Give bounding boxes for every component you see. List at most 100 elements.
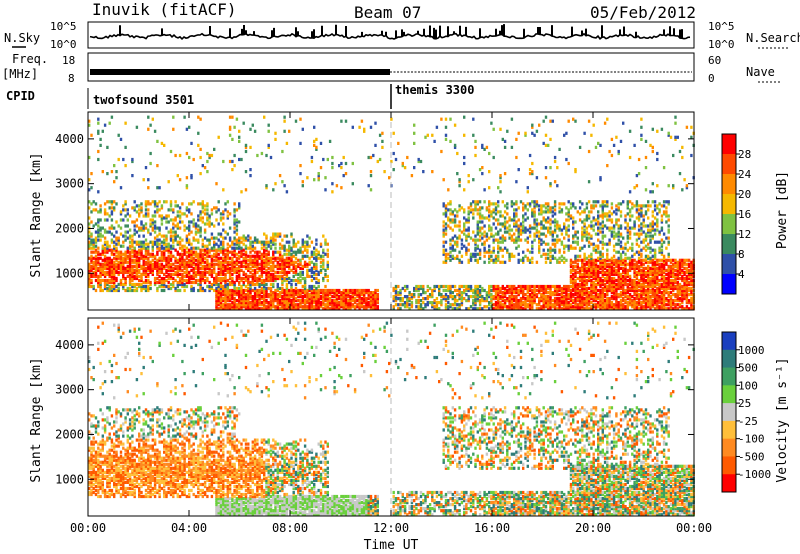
heatmap-cell bbox=[276, 270, 279, 274]
heatmap-cell bbox=[147, 250, 150, 254]
heatmap-cell bbox=[406, 299, 409, 303]
heatmap-cell bbox=[160, 206, 164, 210]
heatmap-cell bbox=[210, 260, 214, 264]
heatmap-cell bbox=[603, 200, 607, 204]
heatmap-cell bbox=[219, 301, 223, 305]
heatmap-cell bbox=[306, 293, 309, 297]
heatmap-cell bbox=[88, 246, 91, 250]
heatmap-cell bbox=[576, 293, 579, 297]
heatmap-cell bbox=[138, 274, 141, 278]
heatmap-cell bbox=[226, 260, 229, 264]
heatmap-cell bbox=[106, 288, 109, 293]
heatmap-cell bbox=[492, 240, 495, 244]
heatmap-cell bbox=[433, 286, 436, 291]
heatmap-cell bbox=[549, 258, 552, 262]
heatmap-cell bbox=[569, 274, 573, 278]
heatmap-cell bbox=[251, 295, 254, 299]
heatmap-cell bbox=[124, 278, 127, 283]
heatmap-cell bbox=[153, 278, 157, 283]
heatmap-cell bbox=[126, 224, 129, 228]
heatmap-cell bbox=[506, 291, 509, 295]
heatmap-cell bbox=[126, 250, 129, 254]
heatmap-cell bbox=[128, 286, 132, 291]
heatmap-cell bbox=[478, 291, 482, 295]
heatmap-cell bbox=[263, 264, 266, 268]
heatmap-cell bbox=[326, 274, 329, 278]
heatmap-cell bbox=[224, 284, 227, 289]
heatmap-cell bbox=[197, 258, 200, 262]
heatmap-cell bbox=[290, 293, 293, 297]
heatmap-cell bbox=[126, 254, 129, 258]
heatmap-cell bbox=[603, 282, 607, 287]
heatmap-cell bbox=[185, 260, 189, 264]
heatmap-cell bbox=[333, 295, 336, 299]
heatmap-cell bbox=[513, 295, 516, 299]
heatmap-cell bbox=[226, 303, 229, 307]
heatmap-cell bbox=[135, 286, 139, 291]
heatmap-cell bbox=[322, 260, 325, 264]
heatmap-cell bbox=[540, 295, 543, 299]
heatmap-cell bbox=[583, 232, 586, 236]
heatmap-cell bbox=[344, 293, 348, 297]
heatmap-cell bbox=[472, 299, 475, 303]
heatmap-cell bbox=[526, 303, 529, 307]
heatmap-cell bbox=[578, 246, 582, 250]
heatmap-cell bbox=[506, 307, 509, 311]
heatmap-cell bbox=[197, 224, 200, 228]
heatmap-cell bbox=[499, 210, 502, 214]
heatmap-cell bbox=[188, 260, 191, 264]
heatmap-cell bbox=[88, 178, 91, 182]
heatmap-cell bbox=[594, 232, 598, 236]
heatmap-cell bbox=[199, 258, 202, 262]
heatmap-cell bbox=[567, 212, 570, 216]
heatmap-cell bbox=[183, 264, 186, 268]
heatmap-cell bbox=[274, 299, 277, 303]
heatmap-cell bbox=[244, 264, 248, 268]
heatmap-cell bbox=[315, 145, 318, 149]
heatmap-cell bbox=[219, 297, 223, 301]
heatmap-cell bbox=[308, 293, 311, 297]
heatmap-cell bbox=[138, 270, 141, 274]
heatmap-cell bbox=[535, 200, 539, 204]
heatmap-cell bbox=[128, 252, 132, 256]
heatmap-cell bbox=[222, 159, 225, 164]
heatmap-cell bbox=[267, 295, 270, 299]
heatmap-cell bbox=[260, 280, 264, 285]
heatmap-cell bbox=[238, 204, 241, 208]
heatmap-cell bbox=[599, 204, 602, 208]
heatmap-cell bbox=[369, 170, 373, 174]
heatmap-cell bbox=[356, 288, 359, 293]
heatmap-cell bbox=[519, 238, 523, 242]
heatmap-cell bbox=[260, 288, 264, 293]
heatmap-cell bbox=[163, 284, 166, 289]
heatmap-cell bbox=[88, 274, 91, 278]
heatmap-cell bbox=[574, 232, 577, 236]
heatmap-cell bbox=[485, 250, 489, 254]
heatmap-cell bbox=[549, 218, 552, 222]
heatmap-cell bbox=[313, 262, 316, 266]
heatmap-cell bbox=[219, 293, 223, 297]
heatmap-cell bbox=[594, 270, 598, 274]
heatmap-cell bbox=[251, 268, 254, 272]
heatmap-cell bbox=[138, 214, 141, 218]
heatmap-cell bbox=[231, 288, 234, 293]
heatmap-cell bbox=[288, 291, 291, 295]
heatmap-cell bbox=[181, 244, 184, 248]
heatmap-cell bbox=[565, 295, 568, 299]
heatmap-cell bbox=[331, 305, 334, 309]
heatmap-cell bbox=[472, 117, 475, 121]
heatmap-cell bbox=[138, 284, 141, 289]
heatmap-cell bbox=[424, 291, 427, 295]
heatmap-cell bbox=[281, 254, 284, 258]
heatmap-cell bbox=[508, 256, 511, 260]
heatmap-cell bbox=[174, 286, 177, 291]
heatmap-cell bbox=[308, 244, 311, 248]
heatmap-cell bbox=[494, 295, 498, 299]
heatmap-cell bbox=[485, 305, 489, 309]
heatmap-cell bbox=[190, 174, 193, 178]
heatmap-cell bbox=[590, 270, 593, 274]
heatmap-cell bbox=[233, 210, 236, 214]
heatmap-cell bbox=[194, 232, 198, 236]
heatmap-cell bbox=[244, 246, 248, 250]
heatmap-cell bbox=[576, 307, 579, 311]
